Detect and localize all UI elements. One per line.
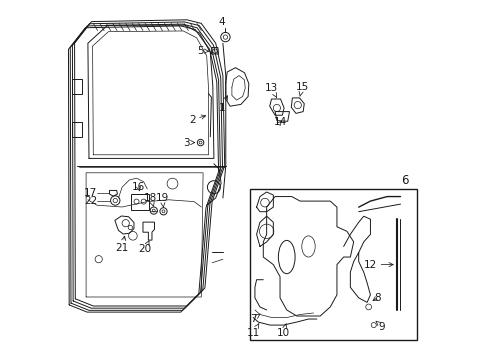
Text: 16: 16 (132, 182, 145, 192)
Text: 19: 19 (156, 193, 169, 207)
Text: 20: 20 (138, 241, 151, 254)
Text: 3: 3 (183, 138, 194, 148)
Text: 11: 11 (246, 324, 259, 338)
Text: 17: 17 (84, 188, 97, 198)
Text: 2: 2 (188, 114, 205, 125)
Text: 6: 6 (400, 174, 407, 186)
Text: 12: 12 (363, 260, 392, 270)
Text: 21: 21 (115, 236, 128, 253)
Text: 15: 15 (295, 82, 308, 96)
Text: 14: 14 (273, 117, 286, 127)
Text: 18: 18 (144, 193, 157, 206)
Bar (249, 189, 416, 340)
Text: 5: 5 (197, 46, 208, 56)
Text: 9: 9 (375, 321, 385, 332)
Text: 13: 13 (264, 83, 278, 97)
Text: 7: 7 (249, 314, 260, 324)
Text: 10: 10 (276, 324, 289, 338)
Text: 1: 1 (219, 96, 227, 113)
Text: 4: 4 (219, 17, 225, 27)
Text: 22: 22 (84, 195, 97, 206)
Text: 8: 8 (372, 293, 380, 303)
